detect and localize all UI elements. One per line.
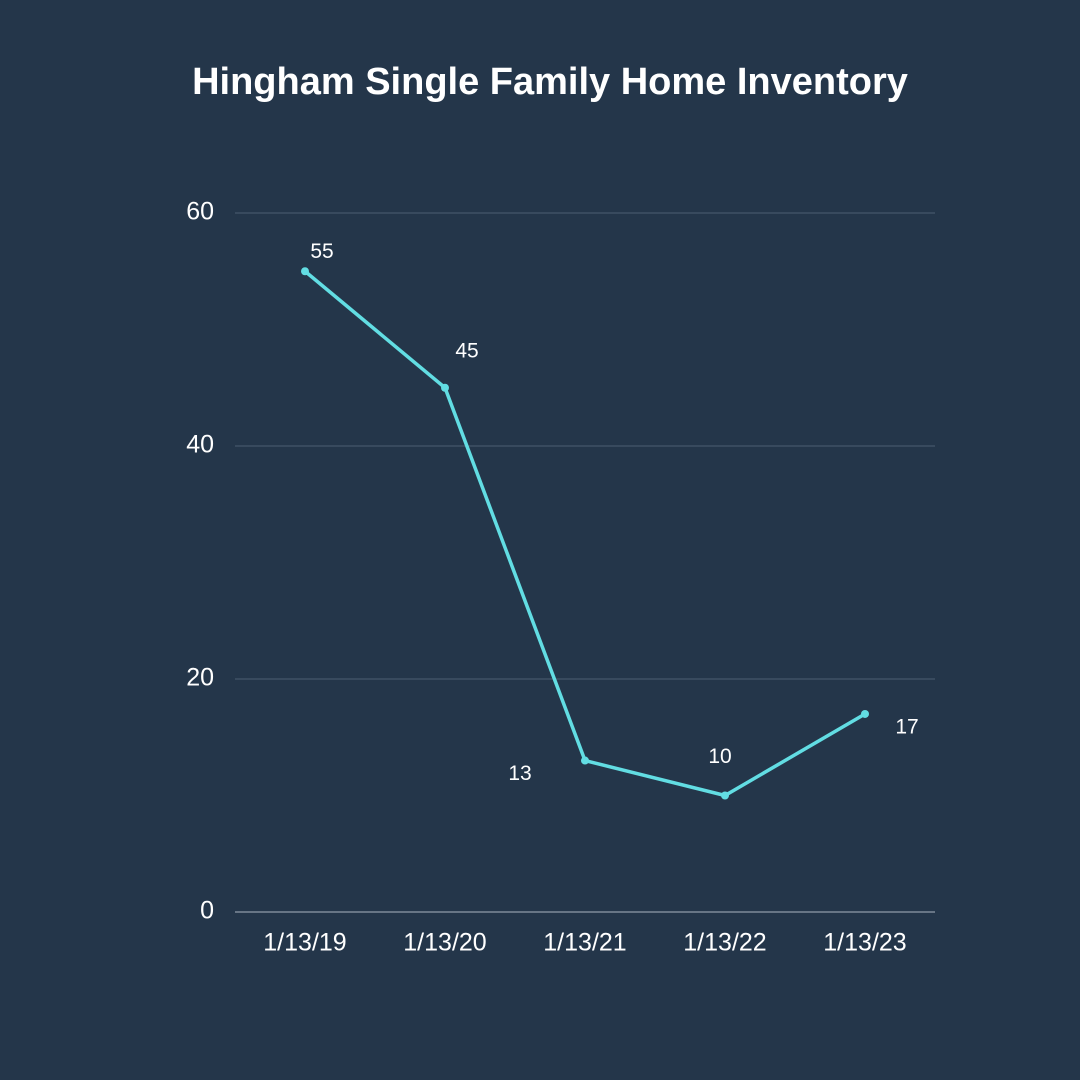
y-tick-label: 20 [186,664,214,692]
y-tick-label: 40 [186,431,214,459]
y-tick-label: 60 [186,198,214,226]
x-tick-label: 1/13/21 [543,929,626,957]
value-label: 17 [895,715,918,738]
x-tick-label: 1/13/19 [263,929,346,957]
value-label: 55 [310,240,333,263]
point [721,791,729,800]
y-tick-label: 0 [200,897,214,925]
value-label: 10 [708,745,731,768]
x-tick-label: 1/13/20 [403,929,486,957]
x-tick-label: 1/13/23 [823,929,906,957]
point [441,383,449,392]
point [301,267,309,276]
point [861,709,869,718]
value-label: 13 [508,762,531,785]
value-label: 45 [455,339,478,362]
chart-title: Hingham Single Family Home Inventory [192,61,908,103]
x-tick-label: 1/13/22 [683,929,766,957]
point [581,756,589,765]
